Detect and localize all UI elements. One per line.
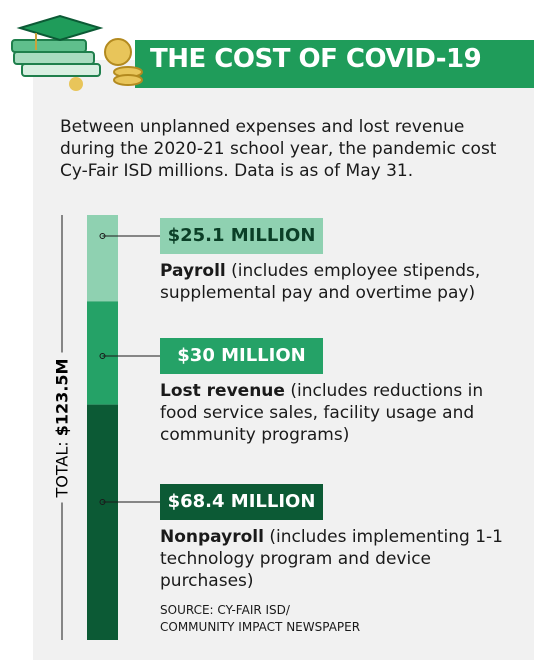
legend-description: (includes implementing 1-1 technology pr… [160,527,504,591]
value-label: $30 MILLION [160,338,323,374]
value-label: $25.1 MILLION [160,218,323,254]
subtitle: Between unplanned expenses and lost reve… [60,117,497,181]
source-line: SOURCE: CY-FAIR ISD/ [160,603,290,617]
legend-entry: Payroll (includes employee stipends, sup… [160,260,505,304]
bar-segment [87,301,118,405]
total-text: TOTAL: [52,440,72,497]
legend-description: (includes reductions in food service sal… [160,381,484,445]
source: SOURCE: CY-FAIR ISD/COMMUNITY IMPACT NEW… [160,602,360,636]
source-line: COMMUNITY IMPACT NEWSPAPER [160,620,361,634]
title-banner [135,40,534,88]
total-value: $123.5M [52,358,72,436]
connector-dot [99,353,106,359]
total-label: TOTAL: $123.5M [53,358,72,497]
connector-dot [99,233,106,239]
value-label: $68.4 MILLION [160,484,323,520]
chart-title: THE COST OF COVID-19 [150,44,482,74]
legend-entry: Lost revenue (includes reductions in foo… [160,380,505,446]
legend-name: Payroll [160,261,226,281]
legend-name: Lost revenue [160,381,285,401]
legend-name: Nonpayroll [160,527,264,547]
bar-segment [87,215,118,302]
legend-description: (includes employee stipends, supplementa… [160,261,481,303]
connector-dot [99,499,106,505]
icon [11,14,143,91]
legend-entry: Nonpayroll (includes implementing 1-1 te… [160,526,505,592]
total-gap [54,352,70,503]
bar-segment [87,404,118,640]
